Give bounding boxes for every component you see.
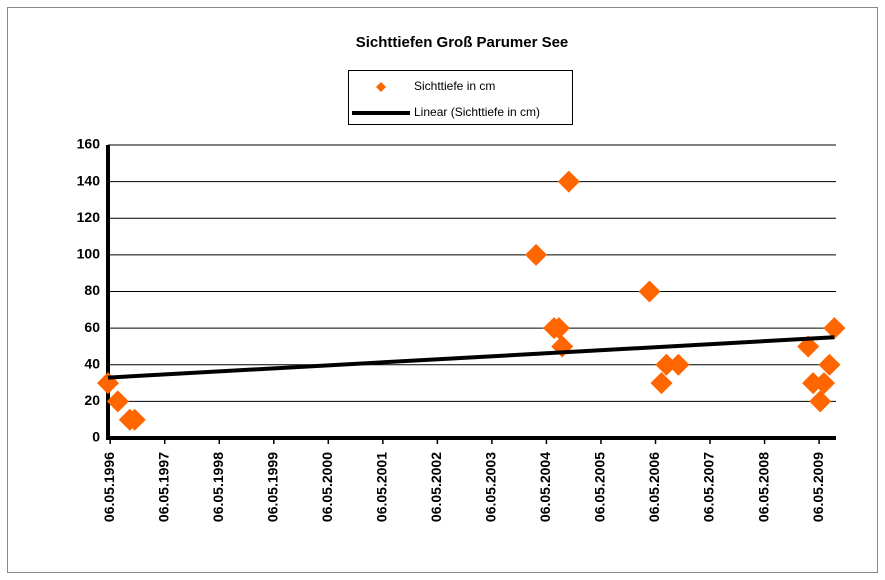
- y-tick-label: 40: [84, 355, 100, 371]
- legend-label: Sichttiefe in cm: [414, 79, 495, 93]
- x-tick-label: 06.05.2005: [592, 452, 608, 522]
- trend-line: [107, 335, 835, 380]
- x-tick-label: 06.05.1997: [155, 452, 171, 522]
- x-tick-label: 06.05.1998: [210, 452, 226, 522]
- y-tick-label: 60: [84, 319, 100, 335]
- y-tick-label: 100: [77, 246, 101, 262]
- y-tick-label: 120: [77, 209, 101, 225]
- point: [123, 408, 146, 431]
- point: [655, 353, 678, 376]
- x-tick-label: 06.05.2009: [810, 452, 826, 522]
- y-tick-label: 20: [84, 392, 100, 408]
- chart-title: Sichttiefen Groß Parumer See: [356, 34, 569, 51]
- point: [547, 317, 570, 340]
- x-tick-label: 06.05.2004: [537, 452, 553, 522]
- x-tick-label: 06.05.2001: [374, 452, 390, 522]
- x-tick-label: 06.05.2006: [646, 452, 662, 522]
- legend-box: [348, 70, 573, 125]
- x-tick-label: 06.05.2000: [319, 452, 335, 522]
- point: [638, 280, 661, 303]
- x-tick-label: 06.05.2002: [428, 452, 444, 522]
- point: [667, 353, 690, 376]
- point: [557, 170, 580, 193]
- legend-swatch: [376, 82, 386, 92]
- point: [823, 317, 846, 340]
- y-tick-label: 80: [84, 282, 100, 298]
- y-tick-label: 0: [92, 429, 100, 445]
- x-tick-label: 06.05.1996: [101, 452, 117, 522]
- legend-label: Linear (Sichttiefe in cm): [414, 105, 540, 119]
- point: [813, 372, 836, 395]
- point: [106, 390, 129, 413]
- point: [809, 390, 832, 413]
- point: [818, 353, 841, 376]
- x-tick-label: 06.05.2003: [483, 452, 499, 522]
- x-tick-label: 06.05.1999: [264, 452, 280, 522]
- y-tick-label: 140: [77, 172, 101, 188]
- point: [525, 243, 548, 266]
- y-tick-label: 160: [77, 136, 101, 152]
- x-tick-label: 06.05.2007: [701, 452, 717, 522]
- x-tick-label: 06.05.2008: [755, 452, 771, 522]
- point: [650, 372, 673, 395]
